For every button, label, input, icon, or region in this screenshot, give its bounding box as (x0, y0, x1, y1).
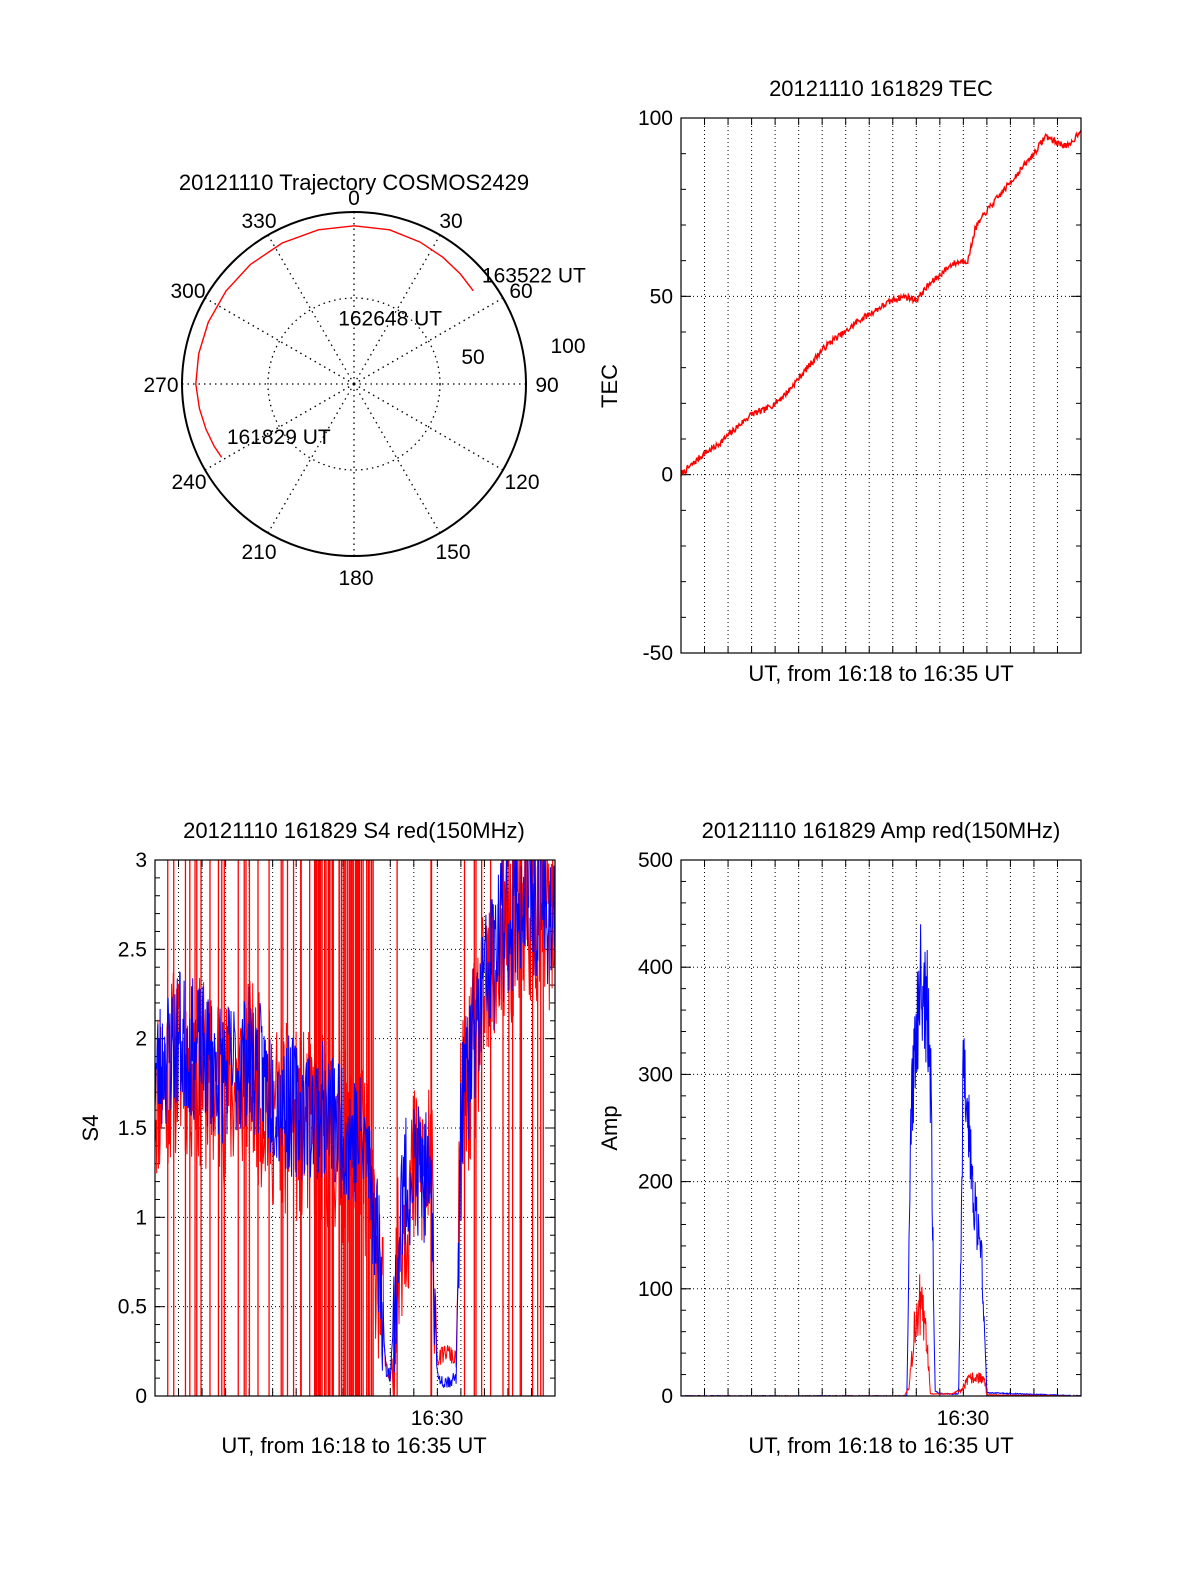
y-tick-label-100: 100 (638, 1278, 673, 1301)
ring-label-100: 100 (550, 335, 585, 358)
angle-label-300: 300 (170, 280, 205, 303)
s4-x-tick-1630: 16:30 (411, 1407, 464, 1430)
amp-chart: 20121110 161829 Amp red(150MHz) 0 100 200 3… (597, 818, 1082, 1458)
polar-spoke (267, 234, 355, 385)
tec-chart: 20121110 161829 TEC -50 0 50 100 UT, from 1… (597, 76, 1082, 686)
trajectory-annotation-3: 163522 UT (482, 265, 586, 288)
trajectory-line (195, 225, 474, 458)
amp-y-ticks: 0 100 200 300 400 500 (638, 849, 673, 1408)
tec-x-label: UT, from 16:18 to 16:35 UT (748, 661, 1013, 686)
polar-outer-circle (181, 211, 527, 557)
tec-series-line (680, 129, 1082, 477)
angle-label-150: 150 (435, 541, 470, 564)
angle-label-60: 60 (509, 280, 532, 303)
polar-spoke (353, 234, 441, 385)
polar-spoke (353, 297, 504, 385)
ring-label-50: 50 (461, 346, 484, 369)
tec-y-label: TEC (597, 364, 622, 408)
polar-spoke (204, 383, 355, 471)
y-tick-label--50: -50 (643, 642, 673, 665)
amp-x-tick-1630: 16:30 (937, 1407, 990, 1430)
s4-y-label: S4 (78, 1115, 103, 1142)
y-tick-label-0: 0 (661, 1385, 673, 1408)
s4-y-ticks: 0 0.5 1 1.5 2 2.5 3 (118, 849, 147, 1408)
tec-title: 20121110 161829 TEC (769, 76, 993, 101)
polar-spoke (353, 383, 441, 534)
y-tick-label-1.5: 1.5 (118, 1117, 147, 1140)
trajectory-annotations: 161829 UT 162648 UT 163522 UT (227, 265, 586, 450)
amp-red-series (681, 1274, 1081, 1396)
y-tick-label-50: 50 (650, 285, 673, 308)
y-tick-label-3: 3 (135, 849, 147, 872)
y-tick-label-0: 0 (135, 1385, 147, 1408)
amp-y-label: Amp (597, 1105, 622, 1150)
s4-title: 20121110 161829 S4 red(150MHz) (183, 818, 525, 843)
angle-label-270: 270 (143, 374, 178, 397)
angle-label-0: 0 (348, 187, 360, 210)
amp-blue-series (681, 924, 1081, 1396)
tec-grid (681, 117, 1081, 654)
amp-x-label: UT, from 16:18 to 16:35 UT (748, 1433, 1013, 1458)
y-tick-label-400: 400 (638, 956, 673, 979)
y-tick-label-200: 200 (638, 1171, 673, 1194)
y-tick-label-500: 500 (638, 849, 673, 872)
angle-label-210: 210 (241, 541, 276, 564)
s4-blue-series (155, 860, 555, 1389)
amp-grid (681, 859, 1081, 1397)
angle-label-30: 30 (439, 210, 462, 233)
amp-title: 20121110 161829 Amp red(150MHz) (702, 818, 1061, 843)
s4-plot-frame (154, 859, 556, 1397)
y-tick-label-2: 2 (135, 1028, 147, 1051)
trajectory-title: 20121110 Trajectory COSMOS2429 (179, 170, 529, 195)
s4-x-label: UT, from 16:18 to 16:35 UT (221, 1433, 486, 1458)
angle-label-330: 330 (241, 210, 276, 233)
polar-spoke (353, 383, 504, 471)
angle-label-90: 90 (535, 374, 558, 397)
y-tick-label-1: 1 (135, 1206, 147, 1229)
polar-spoke (204, 297, 355, 385)
y-tick-label-0: 0 (661, 464, 673, 487)
y-tick-label-100: 100 (638, 107, 673, 130)
polar-spoke (267, 383, 355, 534)
angle-label-180: 180 (338, 567, 373, 590)
amp-plot-frame (680, 859, 1082, 1397)
angle-label-120: 120 (504, 471, 539, 494)
trajectory-annotation-1: 161829 UT (227, 426, 331, 449)
y-tick-label-300: 300 (638, 1063, 673, 1086)
angle-label-240: 240 (171, 471, 206, 494)
tec-plot-frame (680, 117, 1082, 654)
y-tick-label-2.5: 2.5 (118, 938, 147, 961)
polar-grid (182, 212, 526, 556)
polar-ring-50 (267, 297, 441, 471)
y-tick-label-0.5: 0.5 (118, 1296, 147, 1319)
trajectory-chart: 20121110 Trajectory COSMOS2429 0 30 60 90 12… (143, 170, 586, 590)
s4-chart: 20121110 161829 S4 red(150MHz) 0 0.5 1 1.5 2… (78, 818, 556, 1458)
trajectory-annotation-2: 162648 UT (338, 308, 442, 331)
tec-y-ticks: -50 0 50 100 (638, 107, 673, 665)
polar-angle-labels: 0 30 60 90 120 150 180 210 240 270 300 330 (143, 187, 558, 590)
